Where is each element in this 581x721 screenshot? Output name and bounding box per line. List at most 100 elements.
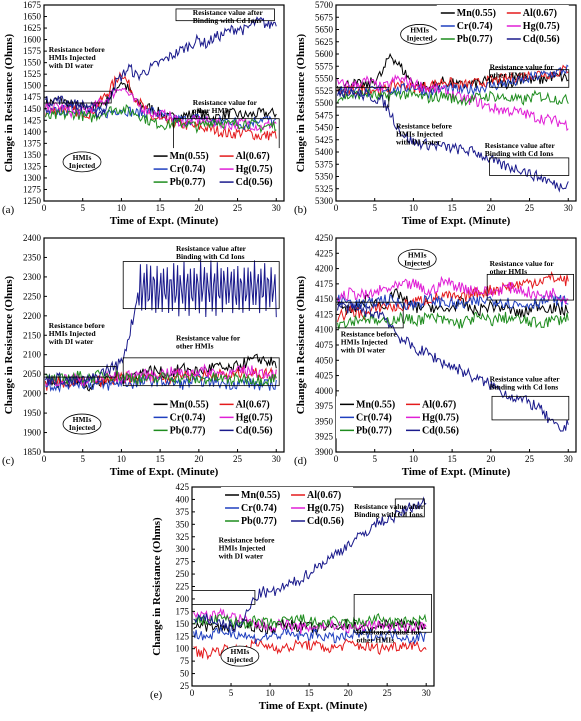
x-tick-label: 0: [334, 203, 339, 213]
y-tick-label: 5500: [315, 98, 334, 108]
legend-entry: Cd(0.56): [236, 177, 273, 188]
x-tick-label: 25: [233, 454, 243, 464]
annotation-after: Resistance value after: [193, 8, 264, 17]
y-tick-label: 250: [176, 569, 190, 579]
x-tick-label: 0: [334, 454, 339, 464]
annotation-after: Binding with Cd Ions: [490, 382, 559, 391]
y-tick-label: 1450: [23, 104, 42, 114]
annotation-box: [394, 498, 425, 518]
legend-entry: Al(0.67): [236, 399, 270, 410]
annotation-other-hmis: other HMIs: [193, 106, 231, 115]
annotation-injected: HMIs: [410, 25, 429, 34]
y-tick-label: 1550: [23, 58, 42, 68]
annotation-other-hmis: Resistance value for: [176, 334, 241, 343]
legend-entry: Cr(0.74): [457, 21, 493, 32]
x-tick-label: 10: [266, 688, 276, 698]
y-tick-label: 5350: [315, 172, 334, 182]
x-tick-label: 10: [409, 454, 419, 464]
annotation-injected: HMIs: [73, 153, 92, 162]
y-tick-label: 1950: [23, 408, 42, 418]
y-tick-label: 4175: [315, 279, 334, 289]
panel-label: (d): [294, 455, 307, 467]
legend-entry: Cr(0.74): [170, 412, 206, 423]
y-tick-label: 300: [176, 544, 190, 554]
y-tick-label: 1525: [23, 69, 42, 79]
y-tick-label: 200: [176, 594, 190, 604]
annotation-other-hmis: Resistance value for: [490, 259, 555, 268]
x-tick-label: 25: [383, 688, 393, 698]
injected-callout: [62, 413, 102, 435]
y-tick-label: 75: [180, 656, 190, 666]
series-line-hg: [45, 87, 277, 132]
series-line-cd: [193, 496, 427, 633]
panel-label: (c): [2, 455, 15, 467]
y-tick-label: 1250: [23, 196, 42, 206]
chart-panel-4: 3900 3925 3950 3975 4000 4025 4050 4075 4100 4125…: [294, 233, 577, 478]
y-tick-label: 1300: [23, 173, 42, 183]
y-tick-label: 4225: [315, 248, 334, 258]
annotation-other-hmis: other HMIs: [357, 635, 395, 644]
y-tick-label: 5625: [315, 37, 334, 47]
chart-panel-3: 1850190019502000205021002150220022502300…: [2, 233, 285, 478]
y-tick-label: 50: [180, 669, 190, 679]
x-tick-label: 0: [190, 688, 195, 698]
y-tick-label: 5550: [315, 74, 334, 84]
x-tick-label: 15: [156, 203, 166, 213]
annotation-after: Binding with Cd Ions: [176, 252, 245, 261]
annotation-after: Binding with Cd Ions: [485, 149, 554, 158]
y-tick-label: 1650: [23, 12, 42, 22]
legend-entry: Cr(0.74): [170, 164, 206, 175]
series-line-pb: [193, 612, 427, 630]
series-line-cd: [337, 88, 569, 193]
annotation-box: [43, 90, 112, 104]
x-axis-title: Time of Expt. (Minute): [402, 466, 511, 478]
legend-entry: Hg(0.75): [307, 503, 344, 514]
legend-entry: Al(0.67): [236, 151, 270, 162]
legend-entry: Hg(0.75): [422, 412, 459, 423]
series-line-pb: [45, 104, 277, 134]
x-tick-label: 15: [156, 454, 166, 464]
series-line-pb: [337, 88, 569, 107]
annotation-after: Resistance value after: [176, 244, 247, 253]
annotation-before: HMIs Injected: [219, 544, 267, 553]
legend-entry: Mn(0.55): [170, 399, 209, 410]
annotation-other-hmis: other HMIs: [490, 71, 528, 80]
series-line-cr: [337, 293, 569, 311]
series-line-pb: [337, 311, 569, 330]
x-tick-label: 10: [117, 203, 127, 213]
y-tick-label: 225: [176, 582, 190, 592]
legend-entry: Hg(0.75): [236, 164, 273, 175]
annotation-after: Resistance value after: [485, 141, 556, 150]
panel-label: (e): [150, 689, 163, 701]
annotation-box: [122, 261, 280, 310]
y-tick-label: 2400: [23, 233, 42, 243]
annotation-other-hmis: Resistance value for: [357, 627, 422, 636]
y-tick-label: 5325: [315, 184, 334, 194]
annotation-box: [191, 590, 256, 605]
x-tick-label: 5: [229, 688, 234, 698]
y-tick-label: 150: [176, 619, 190, 629]
annotation-before: Resistance before: [49, 321, 106, 330]
legend-entry: Pb(0.77): [241, 516, 277, 527]
y-tick-label: 2350: [23, 252, 42, 262]
annotation-after: Binding with Cd Ions: [354, 510, 423, 519]
y-tick-label: 3900: [315, 447, 334, 457]
legend-entry: Pb(0.77): [170, 425, 206, 436]
series-line-hg: [337, 74, 569, 132]
legend: Mn(0.55) Al(0.67) Cr(0.74) Hg(0.75) Pb(0.77)…: [149, 396, 282, 439]
y-axis-title: Change in Resistance (Ohms): [3, 275, 15, 414]
legend-entry: Al(0.67): [307, 490, 341, 501]
annotation-box: [486, 273, 575, 301]
annotation-injected: Injected: [404, 258, 431, 267]
series-line-hg: [193, 607, 427, 634]
y-tick-label: 2050: [23, 369, 42, 379]
y-tick-label: 4100: [315, 325, 334, 335]
x-tick-label: 30: [564, 203, 574, 213]
y-tick-label: 100: [176, 644, 190, 654]
y-tick-label: 4250: [315, 233, 334, 243]
series-line-pb: [45, 369, 277, 387]
y-tick-label: 4200: [315, 264, 334, 274]
y-tick-label: 1575: [23, 46, 42, 56]
y-tick-label: 5650: [315, 25, 334, 35]
